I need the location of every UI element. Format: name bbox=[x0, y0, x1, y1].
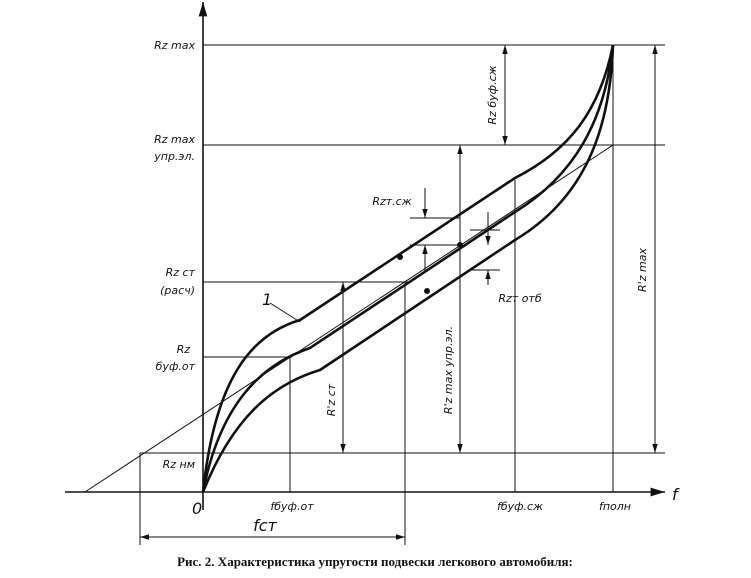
curves bbox=[201, 44, 615, 493]
dim-label: Rzт отб bbox=[498, 292, 541, 305]
x-label: 0 bbox=[192, 499, 202, 518]
dim-label: Rz буф.сж bbox=[486, 65, 499, 124]
y-label: Rz ст bbox=[166, 266, 196, 279]
x-label: fполн bbox=[599, 500, 631, 513]
curve-label: 1 bbox=[262, 290, 272, 309]
x-label: fбуф.сж bbox=[497, 500, 543, 513]
dim-label: R'z max bbox=[636, 248, 649, 292]
dim-label: R'z max упр.эл. bbox=[442, 326, 455, 414]
dim-label: Rzт.сж bbox=[372, 195, 411, 208]
y-label: Rz bbox=[177, 343, 191, 356]
axes bbox=[65, 1, 665, 510]
y-label: (расч) bbox=[160, 284, 195, 297]
y-label: Rz max bbox=[154, 39, 195, 52]
y-label: Rz нм bbox=[163, 458, 195, 471]
dimension-arrows bbox=[140, 45, 658, 540]
x-label: f bbox=[672, 485, 680, 504]
y-label: буф.от bbox=[156, 360, 196, 373]
labels: Rz max Rz max упр.эл. Rz ст (расч) Rz бу… bbox=[153, 39, 680, 569]
y-label: упр.эл. bbox=[153, 150, 195, 163]
caption: Рис. 2. Характеристика упругости подвеск… bbox=[177, 554, 573, 569]
y-label: Rz max bbox=[154, 133, 195, 146]
x-label: fст bbox=[253, 516, 277, 535]
dim-label: R'z ст bbox=[325, 383, 338, 416]
guide-lines bbox=[84, 44, 665, 545]
x-label: fбуф.от bbox=[270, 500, 314, 513]
